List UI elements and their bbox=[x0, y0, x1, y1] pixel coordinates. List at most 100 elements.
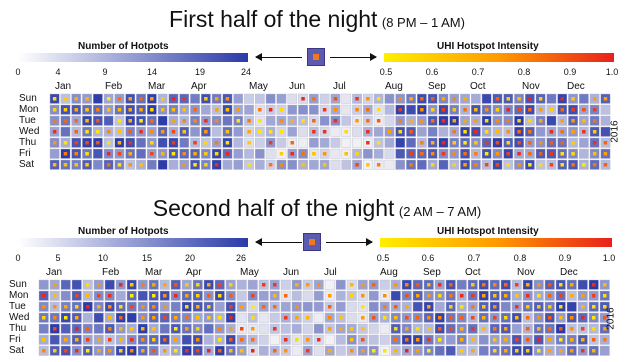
calendar-cell bbox=[589, 115, 600, 126]
calendar-cell bbox=[181, 323, 192, 334]
calendar-cell bbox=[568, 159, 578, 170]
calendar-cell bbox=[566, 323, 577, 334]
calendar-cell bbox=[500, 345, 511, 356]
calendar-cell bbox=[390, 334, 401, 345]
calendar-cell bbox=[287, 137, 298, 148]
calendar-cell bbox=[203, 290, 214, 301]
calendar-cell bbox=[460, 159, 470, 170]
calendar-cell bbox=[533, 334, 544, 345]
calendar-cell bbox=[170, 345, 181, 356]
calendar-cell bbox=[478, 279, 489, 290]
day-label: Sun bbox=[19, 93, 37, 104]
calendar-cell bbox=[599, 312, 610, 323]
calendar-cell bbox=[192, 312, 203, 323]
calendar-cell bbox=[103, 137, 114, 148]
intensity-legend-title: UHI Hotspot Intensity bbox=[437, 226, 539, 237]
calendar-cell bbox=[489, 334, 500, 345]
calendar-cell bbox=[159, 312, 170, 323]
panel-second-half: Second half of the night (2 AM – 7 AM) N… bbox=[0, 181, 634, 362]
calendar-cell bbox=[434, 323, 445, 334]
calendar-cell bbox=[244, 115, 254, 126]
calendar-cell bbox=[368, 301, 379, 312]
hotspots-tick: 0 bbox=[15, 67, 21, 77]
calendar-cell bbox=[471, 115, 481, 126]
calendar-cell bbox=[445, 290, 456, 301]
day-label: Tue bbox=[9, 301, 26, 312]
calendar-cell bbox=[159, 279, 170, 290]
calendar-cell bbox=[341, 126, 352, 137]
calendar-cell bbox=[192, 279, 203, 290]
calendar-cell bbox=[427, 126, 438, 137]
calendar-cell bbox=[445, 301, 456, 312]
calendar-cell bbox=[384, 159, 395, 170]
hotspots-tick: 19 bbox=[194, 67, 206, 77]
calendar-cell bbox=[335, 279, 346, 290]
calendar-cell bbox=[60, 279, 71, 290]
calendar-cell bbox=[319, 104, 330, 115]
calendar-cell bbox=[309, 159, 319, 170]
calendar-cell bbox=[423, 301, 434, 312]
calendar-cell bbox=[341, 104, 352, 115]
month-label: May bbox=[249, 81, 268, 92]
calendar-cell bbox=[103, 104, 114, 115]
calendar-cell bbox=[546, 115, 557, 126]
calendar-cell bbox=[214, 345, 225, 356]
calendar-cell bbox=[406, 137, 416, 148]
calendar-cell bbox=[254, 93, 265, 104]
calendar-cell bbox=[546, 93, 557, 104]
calendar-cell bbox=[579, 148, 589, 159]
calendar-cell bbox=[346, 312, 357, 323]
calendar-cell bbox=[568, 137, 578, 148]
arrow-right-icon bbox=[326, 238, 373, 246]
calendar-cell bbox=[125, 159, 136, 170]
calendar-cell bbox=[104, 279, 115, 290]
calendar-cell bbox=[449, 104, 460, 115]
calendar-cell bbox=[115, 290, 126, 301]
calendar-cell bbox=[471, 93, 481, 104]
calendar-cell bbox=[427, 115, 438, 126]
calendar-cell bbox=[363, 93, 373, 104]
calendar-cell bbox=[125, 93, 136, 104]
calendar-cell bbox=[599, 290, 610, 301]
calendar-cell bbox=[471, 137, 481, 148]
calendar-heatmap bbox=[38, 279, 610, 356]
calendar-cell bbox=[445, 345, 456, 356]
calendar-cell bbox=[125, 137, 136, 148]
calendar-cell bbox=[346, 345, 357, 356]
calendar-cell bbox=[352, 104, 362, 115]
calendar-cell bbox=[265, 93, 276, 104]
calendar-cell bbox=[214, 301, 225, 312]
calendar-cell bbox=[146, 104, 157, 115]
calendar-cell bbox=[200, 126, 211, 137]
calendar-cell bbox=[589, 104, 600, 115]
calendar-cell bbox=[104, 334, 115, 345]
calendar-cell bbox=[438, 126, 449, 137]
calendar-cell bbox=[568, 93, 578, 104]
calendar-cell bbox=[492, 148, 503, 159]
calendar-cell bbox=[384, 104, 395, 115]
calendar-cell bbox=[82, 312, 93, 323]
calendar-cell bbox=[298, 104, 308, 115]
calendar-cell bbox=[265, 159, 276, 170]
calendar-cell bbox=[114, 115, 125, 126]
calendar-cell bbox=[514, 126, 524, 137]
calendar-cell bbox=[49, 115, 60, 126]
calendar-cell bbox=[181, 301, 192, 312]
calendar-cell bbox=[357, 345, 368, 356]
arrow-left-icon bbox=[255, 238, 302, 246]
calendar-cell bbox=[181, 345, 192, 356]
calendar-cell bbox=[258, 279, 269, 290]
calendar-cell bbox=[557, 137, 568, 148]
calendar-cell bbox=[276, 93, 287, 104]
month-label: Apr bbox=[191, 81, 207, 92]
calendar-cell bbox=[179, 159, 190, 170]
calendar-cell bbox=[258, 334, 269, 345]
arrow-right-icon bbox=[330, 53, 377, 61]
calendar-cell bbox=[233, 115, 244, 126]
calendar-cell bbox=[599, 345, 610, 356]
calendar-cell bbox=[395, 159, 406, 170]
calendar-cell bbox=[335, 323, 346, 334]
calendar-cell bbox=[211, 104, 222, 115]
calendar-cell bbox=[489, 279, 500, 290]
calendar-cell bbox=[330, 148, 341, 159]
